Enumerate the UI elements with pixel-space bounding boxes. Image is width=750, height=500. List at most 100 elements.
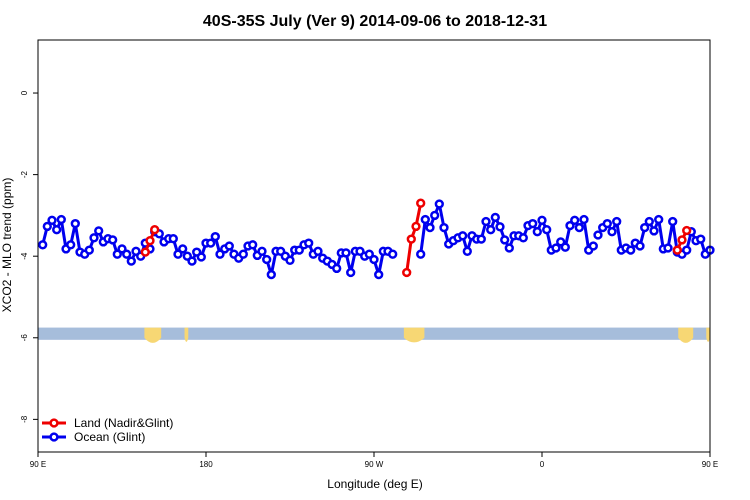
data-point bbox=[89, 233, 99, 243]
x-tick-label: 0 bbox=[540, 460, 545, 469]
data-point bbox=[178, 244, 188, 254]
y-tick-label: -2 bbox=[20, 171, 29, 179]
data-point bbox=[607, 227, 617, 237]
data-point bbox=[364, 249, 374, 259]
data-point bbox=[518, 233, 528, 243]
data-point bbox=[579, 214, 589, 225]
data-point bbox=[490, 212, 500, 223]
data-point bbox=[145, 236, 155, 246]
data-point bbox=[206, 238, 216, 248]
data-point bbox=[262, 254, 272, 265]
y-tick-label: -6 bbox=[20, 334, 29, 342]
land-blobs bbox=[144, 327, 710, 343]
data-point bbox=[52, 225, 62, 235]
data-point bbox=[266, 269, 276, 280]
legend-marker bbox=[49, 418, 59, 428]
data-point bbox=[346, 267, 356, 278]
data-point bbox=[551, 243, 561, 253]
data-point bbox=[462, 246, 472, 256]
x-tick-label: 90 E bbox=[30, 460, 46, 469]
data-point bbox=[495, 222, 505, 232]
land-south-america bbox=[403, 327, 425, 343]
data-point bbox=[602, 218, 612, 229]
x-tick-label: 180 bbox=[199, 460, 213, 469]
data-point bbox=[56, 214, 66, 225]
data-point bbox=[94, 226, 104, 236]
data-point bbox=[486, 225, 496, 235]
x-axis-ticks: 90 E 180 90 W 0 90 E bbox=[30, 452, 718, 469]
series-land-nadir-glint bbox=[140, 198, 692, 278]
data-point bbox=[313, 246, 323, 256]
data-point bbox=[430, 210, 440, 221]
legend: Land (Nadir&Glint)Ocean (Glint) bbox=[42, 416, 173, 444]
data-point bbox=[626, 245, 636, 255]
data-point bbox=[672, 245, 682, 255]
data-point bbox=[215, 249, 225, 259]
data-point bbox=[439, 222, 449, 233]
series-line bbox=[405, 202, 423, 273]
data-point bbox=[416, 249, 426, 259]
data-point bbox=[434, 199, 444, 209]
data-point bbox=[593, 230, 603, 240]
legend-label: Land (Nadir&Glint) bbox=[74, 416, 173, 430]
data-point bbox=[663, 243, 673, 253]
data-point bbox=[196, 252, 206, 262]
data-point bbox=[248, 240, 258, 250]
plot-frame bbox=[37, 39, 711, 453]
data-point bbox=[416, 198, 426, 208]
data-point bbox=[504, 243, 514, 253]
series-ocean-glint bbox=[38, 199, 715, 280]
data-point bbox=[682, 245, 692, 255]
data-point bbox=[84, 245, 94, 255]
data-point bbox=[677, 235, 687, 245]
land-new-zealand-repeat bbox=[706, 327, 710, 342]
data-point bbox=[70, 218, 80, 229]
y-axis-label: XCO2 - MLO trend (ppm) bbox=[0, 178, 14, 313]
data-point bbox=[682, 225, 692, 236]
data-point bbox=[532, 227, 542, 237]
y-tick-label: -8 bbox=[20, 415, 29, 423]
data-point bbox=[406, 234, 416, 244]
x-tick-label: 90 W bbox=[365, 460, 384, 469]
data-point bbox=[500, 235, 510, 245]
y-tick-label: 0 bbox=[20, 90, 29, 95]
y-tick-label: -4 bbox=[20, 252, 29, 260]
data-point bbox=[425, 222, 435, 233]
data-point bbox=[612, 216, 622, 227]
data-point bbox=[420, 214, 430, 225]
land-band bbox=[38, 327, 710, 343]
x-axis-label: Longitude (deg E) bbox=[327, 477, 422, 491]
data-point bbox=[332, 263, 342, 274]
data-point bbox=[47, 215, 57, 225]
data-point bbox=[122, 249, 132, 259]
data-point bbox=[38, 240, 48, 250]
chart-title: 40S-35S July (Ver 9) 2014-09-06 to 2018-… bbox=[203, 13, 547, 30]
data-point bbox=[374, 269, 384, 280]
data-point bbox=[66, 240, 76, 250]
data-point bbox=[42, 221, 52, 232]
data-point bbox=[696, 234, 706, 244]
data-point bbox=[588, 241, 598, 251]
data-point bbox=[644, 216, 654, 227]
legend-label: Ocean (Glint) bbox=[74, 430, 145, 444]
data-point bbox=[224, 241, 234, 251]
data-point bbox=[126, 256, 136, 266]
data-point bbox=[542, 225, 552, 235]
data-point bbox=[238, 249, 248, 259]
data-point bbox=[668, 216, 678, 227]
data-point bbox=[187, 256, 197, 266]
x-tick-label: 90 E bbox=[702, 460, 718, 469]
data-point bbox=[570, 215, 580, 225]
data-point bbox=[458, 231, 468, 241]
data-point bbox=[649, 226, 659, 236]
data-point bbox=[481, 216, 491, 227]
data-point bbox=[117, 244, 127, 254]
data-point bbox=[574, 222, 584, 233]
data-point bbox=[388, 249, 398, 259]
ocean-strip bbox=[38, 327, 710, 340]
data-point bbox=[411, 221, 421, 232]
y-axis-ticks: 0 -2 -4 -6 -8 bbox=[20, 90, 38, 423]
data-point bbox=[210, 231, 220, 242]
data-point bbox=[640, 222, 650, 233]
